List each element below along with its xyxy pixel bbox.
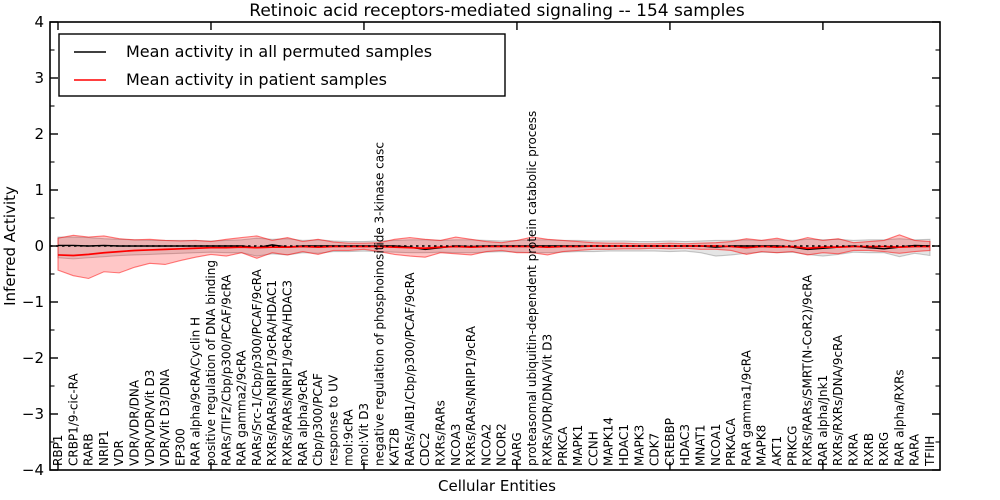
legend: Mean activity in all permuted samples Me…	[58, 33, 506, 97]
x-tick-label: NCOA1	[709, 424, 723, 466]
x-tick-label: NRIP1	[97, 430, 111, 466]
x-tick-label: VDR/VDR/DNA	[127, 379, 141, 466]
x-tick-label: Cbp/p300/PCAF	[311, 373, 325, 466]
x-tick-label: AKT1	[770, 436, 784, 466]
axis-ticks	[50, 21, 940, 471]
y-tick-label: −2	[22, 349, 44, 367]
x-tick-label: RXRs/RARs	[433, 400, 447, 466]
y-tick-label: 2	[34, 125, 44, 143]
chart-title: Retinoic acid receptors-mediated signali…	[249, 1, 745, 21]
x-tick-label: NCOR2	[495, 423, 509, 466]
y-tick-label: −3	[22, 405, 44, 423]
x-tick-label: RXRs/RARs/NRIP1/9cRA/HDAC1	[265, 280, 279, 466]
y-tick-label: 1	[34, 181, 44, 199]
x-tick-label: KAT2B	[388, 428, 402, 466]
y-tick-label: 0	[34, 237, 44, 255]
legend-label-permuted: Mean activity in all permuted samples	[126, 42, 432, 61]
x-tick-label: RXRs/RXRs/DNA/9cRA	[831, 334, 845, 466]
x-tick-label: RARs/Src-1/Cbp/p300/PCAF/9cRA	[250, 268, 264, 466]
y-tick-label: 3	[34, 69, 44, 87]
x-tick-labels: RBP1 CRBP1/9-cic-RA RARB NRIP1 VDR VDR/VDR/DN…	[51, 111, 937, 467]
x-tick-label: RAR alpha/Jnk1	[816, 375, 830, 466]
x-tick-label: RARs/AIB1/Cbp/p300/PCAF/9cRA	[403, 272, 417, 466]
y-axis-label: Inferred Activity	[1, 186, 19, 306]
x-tick-label: RAR alpha/9cRA	[296, 369, 310, 466]
legend-box	[58, 33, 506, 97]
x-tick-label: VDR/Vit D3/DNA	[158, 368, 172, 466]
x-tick-label: PRKACA	[724, 417, 738, 466]
x-tick-label: mol:9cRA	[342, 409, 356, 466]
x-tick-label: VDR/VDR/Vit D3	[143, 370, 157, 466]
x-tick-label: VDR	[112, 440, 126, 466]
x-tick-label: CCNH	[586, 431, 600, 466]
x-tick-label: MAPK14	[602, 417, 616, 466]
x-tick-label: HDAC3	[678, 424, 692, 466]
x-tick-label: MAPK1	[571, 425, 585, 466]
x-tick-label: negative regulation of phosphoinositide …	[372, 142, 386, 466]
legend-label-patient: Mean activity in patient samples	[126, 70, 387, 89]
x-tick-label: EP300	[173, 428, 187, 466]
x-tick-label: proteasomal ubiquitin-dependent protein …	[525, 111, 539, 466]
x-tick-label: NCOA2	[479, 424, 493, 466]
x-tick-label: CRBP1/9-cic-RA	[66, 372, 80, 466]
x-tick-label: CREBBP	[663, 418, 677, 466]
x-tick-label: MAPK3	[632, 425, 646, 466]
y-tick-label: −4	[22, 461, 44, 479]
x-tick-label: RBP1	[51, 435, 65, 466]
x-tick-label: RARG	[510, 432, 524, 466]
x-tick-label: RXRs/RARs/NRIP1/9cRA	[464, 325, 478, 466]
y-tick-labels: 4 3 2 1 0 −1 −2 −3 −4	[22, 13, 44, 479]
x-tick-label: PRKCA	[556, 426, 570, 466]
x-tick-label: RAR alpha/RXRs	[892, 369, 906, 466]
x-tick-label: MAPK8	[755, 425, 769, 466]
x-tick-label: RARs/TIF2/Cbp/p300/PCAF/9cRA	[219, 274, 233, 466]
x-tick-label: RXRs/VDR/DNA/Vit D3	[541, 334, 555, 466]
x-tick-label: HDAC1	[617, 424, 631, 466]
x-tick-label: CDK7	[648, 433, 662, 466]
x-tick-label: CDC2	[418, 432, 432, 466]
x-tick-label: RXRs/RARs/SMRT(N-CoR2)/9cRA	[801, 274, 815, 466]
x-tick-label: RAR gamma2/9cRA	[235, 349, 249, 466]
x-tick-label: RXRB	[862, 433, 876, 466]
x-tick-label: PRKCG	[785, 426, 799, 466]
x-tick-label: RAR alpha/9cRA/Cyclin H	[189, 317, 203, 466]
x-tick-label: RXRG	[877, 432, 891, 466]
x-tick-label: MNAT1	[694, 424, 708, 466]
y-tick-label: −1	[22, 293, 44, 311]
y-tick-label: 4	[34, 13, 44, 31]
x-tick-label: RAR gamma1/9cRA	[739, 349, 753, 466]
x-tick-label: mol:Vit D3	[357, 403, 371, 466]
x-tick-label: NCOA3	[449, 424, 463, 466]
x-tick-label: RARB	[82, 433, 96, 466]
x-tick-label: RXRA	[847, 433, 861, 466]
x-tick-label: RXRs/RARs/NRIP1/9cRA/HDAC3	[280, 280, 294, 466]
x-tick-label: response to UV	[326, 374, 340, 466]
x-tick-label: positive regulation of DNA binding	[204, 260, 218, 466]
x-tick-label: TFIIH	[923, 436, 937, 467]
confidence-bands	[57, 234, 931, 280]
x-axis-label: Cellular Entities	[438, 477, 556, 495]
x-tick-label: RARA	[908, 433, 922, 466]
